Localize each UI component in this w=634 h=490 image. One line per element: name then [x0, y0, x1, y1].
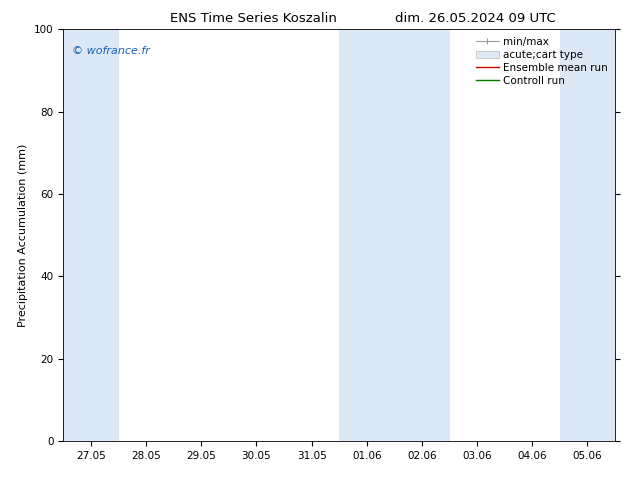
- Text: dim. 26.05.2024 09 UTC: dim. 26.05.2024 09 UTC: [395, 12, 556, 25]
- Legend: min/max, acute;cart type, Ensemble mean run, Controll run: min/max, acute;cart type, Ensemble mean …: [474, 35, 610, 88]
- Bar: [63, 29, 119, 441]
- Bar: [339, 29, 450, 441]
- Text: ENS Time Series Koszalin: ENS Time Series Koszalin: [170, 12, 337, 25]
- Text: © wofrance.fr: © wofrance.fr: [72, 46, 150, 56]
- Y-axis label: Precipitation Accumulation (mm): Precipitation Accumulation (mm): [18, 144, 29, 327]
- Bar: [560, 29, 615, 441]
